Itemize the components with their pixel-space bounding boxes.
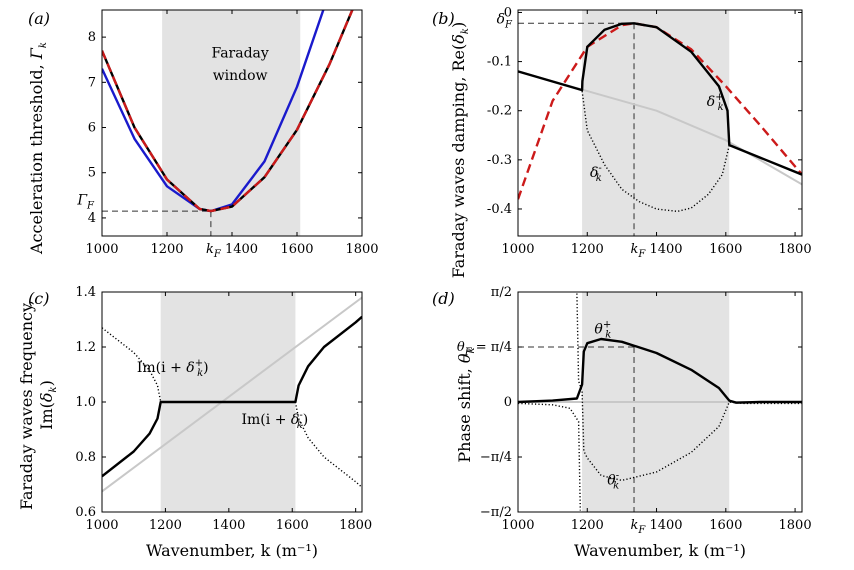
y-tick-label: π/2 <box>491 285 512 300</box>
x-axis-label: Wavenumber, k (m⁻¹) <box>574 541 746 560</box>
y-tick-label: 1.2 <box>75 340 96 355</box>
x-tick-label: 1200 <box>149 518 182 533</box>
series-line-4 <box>294 401 362 488</box>
y-tick-label: -0.1 <box>487 55 512 70</box>
x-tick-label: 1000 <box>501 242 534 257</box>
y-tick-label: -0.3 <box>487 153 512 168</box>
annotation: θ+ k <box>594 319 611 340</box>
x-tick-label: 1200 <box>571 242 604 257</box>
svg-text:Faraday waves frequency,: Faraday waves frequency, <box>17 300 36 510</box>
x-tick-label: 1800 <box>779 242 812 257</box>
x-tick-label: 1600 <box>709 518 742 533</box>
y-axis-label: Faraday waves damping, Re(δk) <box>449 22 471 278</box>
series-line-4 <box>576 293 802 482</box>
svg-text:Acceleration threshold, Γk: Acceleration threshold, Γk <box>27 42 49 255</box>
y-tick-label: -0.4 <box>487 202 512 217</box>
y-tick-label: θF = π/4 <box>457 340 512 358</box>
series-line-4 <box>581 91 730 213</box>
y-tick-label: 0.8 <box>75 450 96 465</box>
y-tick-label: 1.4 <box>75 285 96 300</box>
annotation: Im(i + δ+ k) <box>137 358 209 379</box>
y-tick-label: −π/4 <box>480 450 512 465</box>
plot-frame <box>517 9 803 237</box>
y-tick-label: 8 <box>88 30 96 45</box>
y-tick-label: 6 <box>88 121 96 136</box>
annotation: window <box>213 68 268 84</box>
y-axis-label: Phase shift, θk <box>455 347 477 462</box>
y-tick-label: 0 <box>504 395 512 410</box>
y-tick-label: 5 <box>88 166 96 181</box>
annotation: δ+ k <box>707 92 724 113</box>
panel-a: 1000 1200 kF 1400 1600 1800 4 5 6 7 8 (a) Accelerat… <box>27 9 379 260</box>
annotation: Im(i + δ-k) <box>242 410 309 431</box>
annotation: θ-k <box>607 471 619 492</box>
panel-d: 1000 1200 kF 1400 1600 1800 π/2 θF = π/4 0 −π/4 −… <box>432 285 812 560</box>
x-tick-label: kF 1400 <box>631 518 683 536</box>
series-line-3 <box>518 402 581 511</box>
x-tick-label: 1000 <box>85 518 118 533</box>
y-axis-label: Faraday waves frequency, Im(δk) <box>17 300 59 510</box>
faraday-window-shade <box>162 10 301 236</box>
panel-c: 1000 1200 1400 1600 1800 1.4 1.2 1.0 0.8 0.6 (c)Fa… <box>17 285 372 560</box>
annotation: δF <box>497 11 513 30</box>
series-line-1 <box>102 296 362 493</box>
x-axis-label: Wavenumber, k (m⁻¹) <box>146 541 318 560</box>
y-tick-label: −π/2 <box>480 505 512 520</box>
y-tick-label: -0.2 <box>487 104 512 119</box>
panel-label: (b) <box>432 9 455 28</box>
x-tick-label: 1000 <box>501 518 534 533</box>
annotation: Faraday <box>211 45 268 61</box>
y-tick-label: 0 <box>504 5 512 20</box>
svg-text:Phase shift, θk: Phase shift, θk <box>455 347 477 462</box>
x-tick-label: 1400 <box>212 518 245 533</box>
x-tick-label: kF 1400 <box>206 242 258 260</box>
svg-text:Im(δk): Im(δk) <box>37 380 59 430</box>
x-tick-label: kF 1400 <box>631 242 683 260</box>
panel-label: (a) <box>28 9 50 28</box>
x-tick-label: 1800 <box>345 242 378 257</box>
x-tick-label: 1200 <box>571 518 604 533</box>
x-tick-label: 1600 <box>276 518 309 533</box>
y-tick-label: 4 <box>88 211 96 226</box>
panel-label: (c) <box>28 289 49 308</box>
series-line-3 <box>102 10 354 213</box>
annotation: δ-k <box>590 163 602 184</box>
panel-label: (d) <box>432 289 455 308</box>
x-tick-label: 1200 <box>150 242 183 257</box>
x-tick-label: 1600 <box>280 242 313 257</box>
annotation: ΓF <box>76 192 95 211</box>
faraday-window-shade <box>582 10 730 236</box>
x-tick-label: 1800 <box>339 518 372 533</box>
series-line-3 <box>518 22 802 176</box>
panel-b: 1000 1200 kF 1400 1600 1800 0 -0.1 -0.2 -0.3 -0.4… <box>432 5 812 278</box>
svg-text:Faraday waves damping, Re(δk): Faraday waves damping, Re(δk) <box>449 22 471 278</box>
x-tick-label: 1000 <box>85 242 118 257</box>
x-tick-label: 1600 <box>709 242 742 257</box>
y-axis-label: Acceleration threshold, Γk <box>27 42 49 255</box>
y-tick-label: 0.6 <box>75 505 96 520</box>
x-tick-label: 1800 <box>779 518 812 533</box>
y-tick-label: 7 <box>88 75 96 90</box>
y-tick-label: 1.0 <box>75 395 96 410</box>
